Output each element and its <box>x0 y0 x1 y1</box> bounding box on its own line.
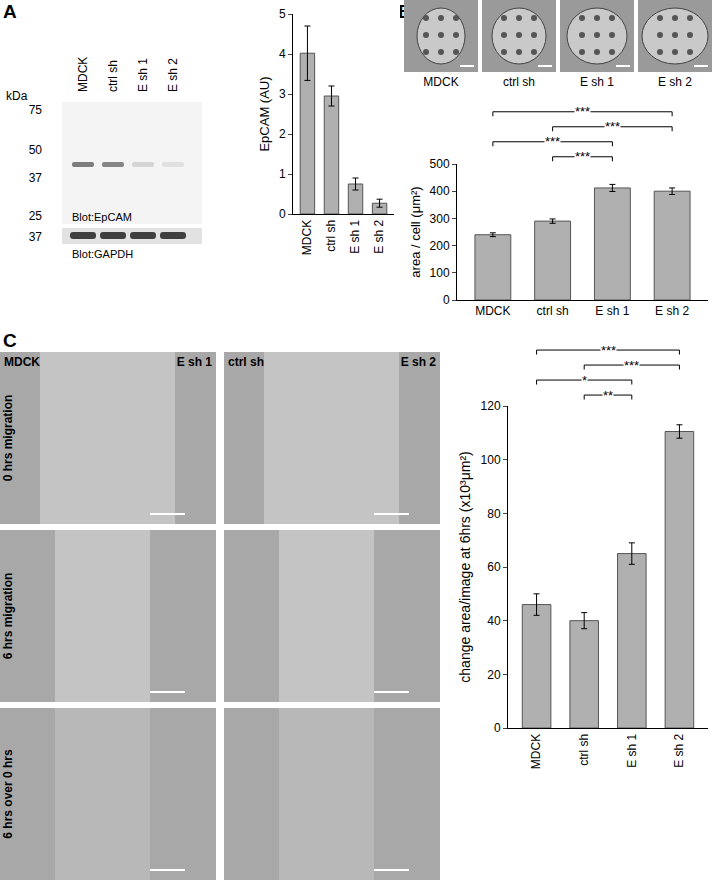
svg-text:***: *** <box>575 104 590 119</box>
svg-text:MDCK: MDCK <box>423 75 458 89</box>
svg-text:Blot:EpCAM: Blot:EpCAM <box>72 211 132 223</box>
svg-text:MDCK: MDCK <box>475 304 510 318</box>
svg-text:100: 100 <box>430 266 450 280</box>
svg-text:***: *** <box>601 343 616 358</box>
svg-text:60: 60 <box>487 560 501 574</box>
svg-text:area / cell (μm²): area / cell (μm²) <box>408 186 423 277</box>
svg-text:200: 200 <box>430 239 450 253</box>
svg-text:E sh 1: E sh 1 <box>136 58 150 92</box>
svg-text:**: ** <box>603 388 613 403</box>
svg-text:EpCAM (AU): EpCAM (AU) <box>257 76 272 151</box>
svg-text:E sh 2: E sh 2 <box>658 75 692 89</box>
svg-text:120: 120 <box>481 399 501 413</box>
svg-text:kDa: kDa <box>6 89 28 103</box>
svg-text:E sh 1: E sh 1 <box>595 304 629 318</box>
svg-text:5: 5 <box>279 7 286 21</box>
svg-text:A: A <box>3 1 17 22</box>
svg-text:100: 100 <box>481 453 501 467</box>
svg-text:ctrl sh: ctrl sh <box>106 60 120 92</box>
svg-text:E sh 2: E sh 2 <box>372 219 386 253</box>
svg-text:25: 25 <box>29 209 43 223</box>
svg-text:*: * <box>582 373 587 388</box>
svg-text:1: 1 <box>279 167 286 181</box>
svg-text:***: *** <box>624 358 639 373</box>
svg-text:E sh 2: E sh 2 <box>401 355 437 369</box>
svg-text:2: 2 <box>279 127 286 141</box>
svg-text:0: 0 <box>494 721 501 735</box>
svg-text:0 hrs migration: 0 hrs migration <box>1 395 15 482</box>
svg-text:0: 0 <box>279 207 286 221</box>
svg-text:Blot:GAPDH: Blot:GAPDH <box>72 248 133 260</box>
svg-text:E sh 1: E sh 1 <box>580 75 614 89</box>
svg-text:500: 500 <box>430 157 450 171</box>
svg-text:ctrl sh: ctrl sh <box>324 220 338 252</box>
svg-text:***: *** <box>575 149 590 164</box>
svg-text:80: 80 <box>487 507 501 521</box>
svg-text:MDCK: MDCK <box>76 57 90 92</box>
svg-text:MDCK: MDCK <box>529 734 543 769</box>
svg-text:50: 50 <box>29 143 43 157</box>
svg-text:ctrl sh: ctrl sh <box>228 355 264 369</box>
svg-text:MDCK: MDCK <box>300 220 314 255</box>
svg-text:20: 20 <box>487 668 501 682</box>
svg-text:E sh 1: E sh 1 <box>625 733 639 767</box>
svg-text:ctrl sh: ctrl sh <box>577 734 591 766</box>
svg-text:E sh 1: E sh 1 <box>348 219 362 253</box>
svg-text:E sh 1: E sh 1 <box>177 355 213 369</box>
svg-text:37: 37 <box>29 230 43 244</box>
svg-text:change area/image at 6hrs (x10: change area/image at 6hrs (x10³μm²) <box>457 451 473 682</box>
svg-text:37: 37 <box>29 171 43 185</box>
svg-text:C: C <box>3 330 17 351</box>
svg-text:40: 40 <box>487 614 501 628</box>
svg-text:3: 3 <box>279 87 286 101</box>
svg-text:ctrl sh: ctrl sh <box>537 304 569 318</box>
svg-text:E sh 2: E sh 2 <box>166 58 180 92</box>
svg-text:***: *** <box>605 119 620 134</box>
svg-text:E sh 2: E sh 2 <box>672 733 686 767</box>
svg-text:MDCK: MDCK <box>4 355 40 369</box>
svg-text:E sh 2: E sh 2 <box>655 304 689 318</box>
svg-text:***: *** <box>545 134 560 149</box>
svg-text:4: 4 <box>279 47 286 61</box>
svg-text:6 hrs migration: 6 hrs migration <box>1 573 15 660</box>
svg-text:6 hrs over 0 hrs: 6 hrs over 0 hrs <box>1 749 15 839</box>
svg-text:ctrl sh: ctrl sh <box>503 75 535 89</box>
svg-text:300: 300 <box>430 212 450 226</box>
svg-text:0: 0 <box>443 293 450 307</box>
svg-text:75: 75 <box>29 103 43 117</box>
svg-text:400: 400 <box>430 184 450 198</box>
